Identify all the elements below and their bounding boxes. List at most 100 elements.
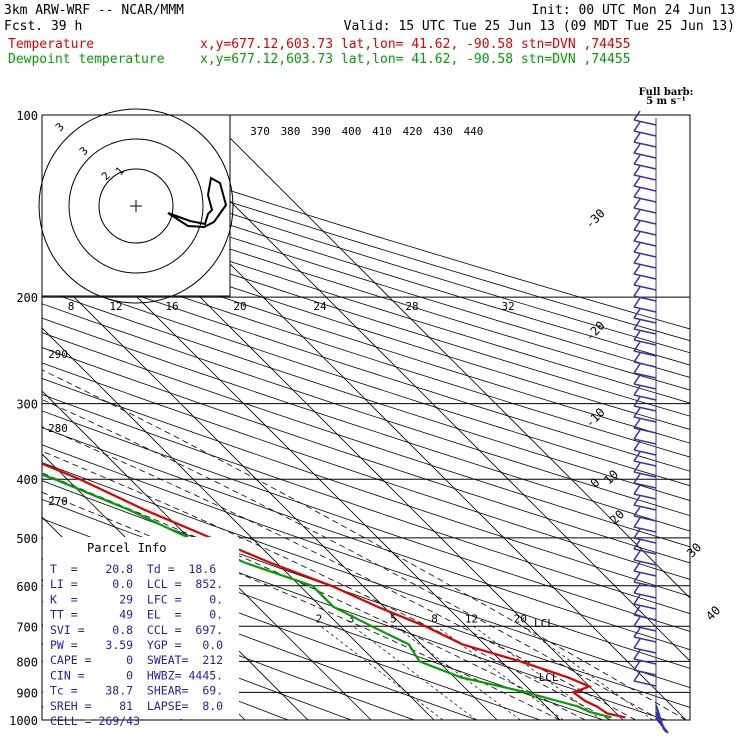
isotherm-label-40: 40 <box>703 603 723 623</box>
wind-barb <box>633 471 657 478</box>
isotherm-label-30: 30 <box>684 540 704 560</box>
dry-adiabat-460 <box>42 248 690 458</box>
moist-adiabat-22 <box>42 426 636 720</box>
wind-barb <box>633 625 657 632</box>
hodograph-ring-1 <box>68 138 204 274</box>
wind-barb-flag <box>633 253 641 264</box>
wind-barb <box>633 196 657 203</box>
wind-barb <box>633 416 657 423</box>
wind-barb <box>633 647 657 654</box>
wind-barbs <box>633 110 669 734</box>
wind-barb-flag <box>633 583 641 594</box>
grid-labels: 100 200 300 400 500 600 700 800 900 1000 2 3 5 8 12 20 -… <box>9 109 723 728</box>
pressure-label-300: 300 <box>16 398 38 412</box>
isotherm--10 <box>42 327 435 720</box>
dry-adiabat-430 <box>42 289 690 501</box>
wind-barb <box>633 141 657 148</box>
wind-barb-flag <box>633 275 641 286</box>
wind-barb <box>633 130 657 137</box>
speed-label-24: 24 <box>313 300 327 313</box>
wind-barb-flag <box>633 550 641 561</box>
pressure-label-400: 400 <box>16 473 38 487</box>
plot-frame <box>41 114 691 721</box>
pressure-label-1000: 1000 <box>9 714 38 728</box>
mixing-ratio-2 <box>320 626 444 720</box>
moist-adiabat-14 <box>42 472 586 720</box>
wind-barb-flag <box>633 132 641 143</box>
wind-barb-flag <box>633 418 641 429</box>
parcel-row-0: T = 20.8 Td = 18.6 <box>50 562 216 576</box>
mixing-ratio-5 <box>395 626 521 720</box>
wind-barb <box>633 306 657 313</box>
wind-barb-flag <box>633 451 641 462</box>
theta-label-440: 440 <box>464 125 484 138</box>
speed-label-16: 16 <box>165 300 178 313</box>
mixing-ratio-label-20: 20 <box>514 612 527 625</box>
mixing-ratio-20 <box>522 626 653 720</box>
wind-barb-flag <box>633 319 641 330</box>
wind-barb <box>633 636 657 643</box>
wind-barb-flag <box>633 429 641 440</box>
theta-label-410: 410 <box>372 125 392 138</box>
wind-barb-flag <box>633 264 641 275</box>
wind-barb <box>633 394 657 401</box>
wind-barb-flag <box>633 473 641 484</box>
wind-barb <box>633 262 657 269</box>
dry-adiabat-420 <box>42 303 690 517</box>
wind-barb <box>633 328 657 335</box>
wind-barb-flag <box>633 616 641 627</box>
init-time: Init: 00 UTC Mon 24 Jun 13 <box>532 3 736 18</box>
pressure-label-200: 200 <box>16 291 38 305</box>
wind-barb-flag <box>633 231 641 242</box>
wind-barb <box>633 207 657 214</box>
isotherm-50 <box>206 115 690 599</box>
wind-barb <box>633 537 657 544</box>
wind-barb <box>633 361 657 368</box>
wind-barb-flag <box>633 143 641 154</box>
dry-adiabat-330 <box>42 444 690 669</box>
hodograph: 332 1 <box>38 108 234 304</box>
dry-adiabat-320 <box>42 462 690 689</box>
wind-barb-flag <box>633 330 641 341</box>
moist-adiabat-18 <box>42 450 611 720</box>
dry-adiabat-510 <box>42 186 690 391</box>
wind-barb <box>633 339 657 346</box>
wind-barb-flag <box>633 176 641 187</box>
wind-barb-flag <box>633 396 641 407</box>
wind-barb-flag <box>633 495 641 506</box>
theta-label-430: 430 <box>433 125 453 138</box>
wind-barb-flag <box>633 627 641 638</box>
isotherm-40 <box>143 115 690 662</box>
dewpoint-location-info: x,y=677.12,603.73 lat,lon= 41.62, -90.58… <box>200 52 630 67</box>
lcl-label-lower: -LCL <box>532 671 559 684</box>
parcel-row-9: SREH = 81 LAPSE= 8.0 <box>50 699 223 713</box>
wind-barb-flag <box>633 220 641 231</box>
temperature-line <box>42 462 626 719</box>
wind-barb <box>633 427 657 434</box>
wind-barb-flag <box>633 154 641 165</box>
wind-barb-flag <box>633 297 641 308</box>
wind-barb-flag <box>633 517 641 528</box>
wind-barb <box>633 526 657 533</box>
wind-barb-flag <box>633 539 641 550</box>
wind-barb <box>633 251 657 258</box>
wind-barb <box>633 592 657 599</box>
mixing-ratio-label-12: 12 <box>465 612 478 625</box>
wind-barb <box>633 449 657 456</box>
wind-barb-flag <box>633 363 641 374</box>
temperature-legend: Temperature <box>8 37 94 52</box>
wind-barb <box>633 570 657 577</box>
wind-barb <box>633 273 657 280</box>
wind-barb-flag <box>633 198 641 209</box>
wind-barb-flag <box>633 528 641 539</box>
model-title: 3km ARW-WRF -- NCAR/MMM <box>4 3 184 18</box>
wind-barb-flag <box>633 594 641 605</box>
theta-label-370: 370 <box>250 125 270 138</box>
dry-adiabat-520 <box>42 174 690 378</box>
wind-barb <box>633 482 657 489</box>
dry-adiabat-400 <box>42 332 690 548</box>
wind-barb-flag <box>633 209 641 220</box>
mixing-ratio-label-3: 3 <box>348 612 355 625</box>
dry-adiabat-530 <box>42 163 690 366</box>
